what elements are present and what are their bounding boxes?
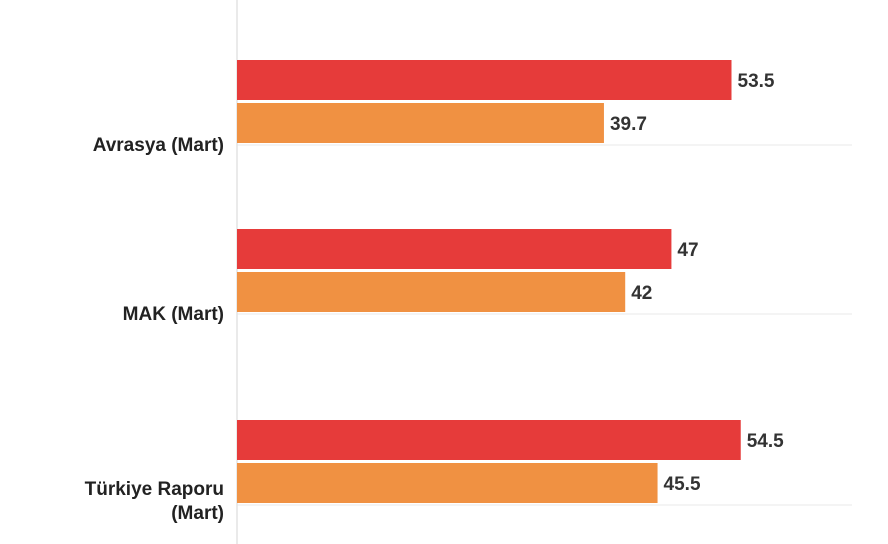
bar-avrasya-series-1: [237, 60, 732, 100]
value-label-turkiye-raporu-series-2: 45.5: [664, 474, 701, 495]
value-label-avrasya-series-2: 39.7: [610, 114, 647, 135]
bar-mak-series-2: [237, 272, 626, 312]
value-label-mak-series-1: 47: [677, 240, 698, 261]
category-label-line: MAK (Mart): [123, 304, 224, 325]
bar-avrasya-series-2: [237, 103, 604, 143]
bar-turkiye-raporu-series-2: [237, 463, 658, 503]
category-label-mak: MAK (Mart): [123, 304, 224, 325]
category-label-line: Türkiye Raporu: [85, 479, 224, 500]
category-label-line: (Mart): [171, 503, 224, 524]
bar-turkiye-raporu-series-1: [237, 420, 741, 460]
bars: [237, 60, 741, 503]
value-label-mak-series-2: 42: [631, 283, 652, 304]
bar-mak-series-1: [237, 229, 672, 269]
category-label-avrasya: Avrasya (Mart): [93, 135, 224, 156]
labels: 53.5 39.7 Avrasya (Mart) 47 42 MAK (Mart) 54.5…: [85, 71, 785, 524]
category-label-turkiye-raporu: Türkiye Raporu (Mart): [85, 479, 224, 524]
value-label-avrasya-series-1: 53.5: [738, 71, 775, 92]
category-separators: [237, 144, 852, 506]
value-label-turkiye-raporu-series-1: 54.5: [747, 431, 784, 452]
category-label-line: Avrasya (Mart): [93, 135, 224, 156]
